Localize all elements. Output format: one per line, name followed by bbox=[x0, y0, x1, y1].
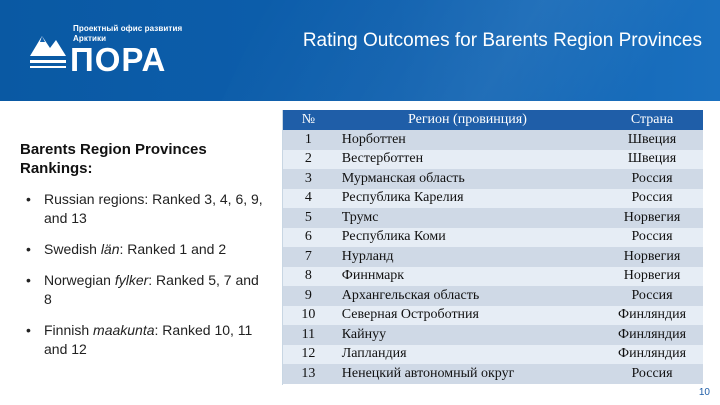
table-row: 2 Вестерботтен Швеция bbox=[283, 149, 703, 169]
cell-country: Норвегия bbox=[601, 247, 703, 267]
bullet-term: län bbox=[100, 241, 120, 257]
bullet-dot: • bbox=[26, 241, 31, 257]
cell-rank: 3 bbox=[283, 169, 334, 189]
bullet-item: • Swedish län: Ranked 1 and 2 bbox=[20, 240, 270, 259]
cell-region: Мурманская область bbox=[333, 169, 602, 189]
table-row: 4 Республика Карелия Россия bbox=[283, 188, 703, 208]
cell-region: Финнмарк bbox=[333, 266, 602, 286]
cell-region: Нурланд bbox=[333, 247, 602, 267]
bullet-item: • Finnish maakunta: Ranked 10, 11 and 12 bbox=[20, 321, 270, 359]
header-banner: Проектный офис развития Арктики ПОРА Rat… bbox=[0, 0, 720, 101]
cell-country: Финляндия bbox=[601, 344, 703, 364]
cell-country: Россия bbox=[601, 169, 703, 189]
bullet-dot: • bbox=[26, 191, 31, 207]
cell-region: Архангельская область bbox=[333, 286, 602, 306]
table-row: 11 Кайнуу Финляндия bbox=[283, 325, 703, 345]
bullet-text: Norwegian bbox=[44, 272, 115, 288]
cell-region: Северная Остроботния bbox=[333, 305, 602, 325]
bullet-text: Russian regions: Ranked 3, 4, 6, 9, and … bbox=[44, 191, 263, 226]
cell-country: Норвегия bbox=[601, 266, 703, 286]
cell-region: Республика Коми bbox=[333, 227, 602, 247]
cell-region: Лапландия bbox=[333, 344, 602, 364]
table-row: 13 Ненецкий автономный округ Россия bbox=[283, 364, 703, 384]
table-row: 9 Архангельская область Россия bbox=[283, 286, 703, 306]
summary-heading: Barents Region Provinces Rankings: bbox=[20, 141, 207, 177]
cell-rank: 1 bbox=[283, 130, 334, 150]
table-row: 3 Мурманская область Россия bbox=[283, 169, 703, 189]
cell-country: Россия bbox=[601, 188, 703, 208]
column-header-region: Регион (провинция) bbox=[333, 110, 602, 130]
bullet-text-rest: : Ranked 10, 11 and 12 bbox=[44, 322, 253, 357]
bullet-dot: • bbox=[26, 322, 31, 338]
table-row: 1 Норботтен Швеция bbox=[283, 130, 703, 150]
logo-subtitle: Проектный офис развития Арктики bbox=[73, 24, 183, 43]
cell-rank: 9 bbox=[283, 286, 334, 306]
logo-name: ПОРА bbox=[70, 41, 167, 78]
bullet-text-rest: : Ranked 5, 7 and 8 bbox=[44, 272, 259, 307]
cell-rank: 11 bbox=[283, 325, 334, 345]
bullet-list: • Russian regions: Ranked 3, 4, 6, 9, and… bbox=[20, 190, 270, 359]
cell-region: Трумс bbox=[333, 208, 602, 228]
rankings-table-container: № Регион (провинция) Страна 1 Норботтен Шв… bbox=[282, 110, 703, 385]
rankings-summary: Barents Region Provinces Rankings: • Russ… bbox=[20, 140, 270, 371]
table-body: 1 Норботтен Швеция 2 Вестерботтен Швеция 3 Мурм… bbox=[283, 130, 703, 384]
table-row: 5 Трумс Норвегия bbox=[283, 208, 703, 228]
column-header-number: № bbox=[283, 110, 334, 130]
bullet-item: • Norwegian fylker: Ranked 5, 7 and 8 bbox=[20, 271, 270, 309]
cell-rank: 4 bbox=[283, 188, 334, 208]
cell-rank: 5 bbox=[283, 208, 334, 228]
table-header-row: № Регион (провинция) Страна bbox=[283, 110, 703, 130]
table-row: 8 Финнмарк Норвегия bbox=[283, 266, 703, 286]
bullet-item: • Russian regions: Ranked 3, 4, 6, 9, and… bbox=[20, 190, 270, 228]
rankings-table: № Регион (провинция) Страна 1 Норботтен Шв… bbox=[283, 110, 703, 384]
cell-region: Кайнуу bbox=[333, 325, 602, 345]
bullet-text: Swedish bbox=[44, 241, 101, 257]
cell-country: Финляндия bbox=[601, 325, 703, 345]
column-header-country: Страна bbox=[601, 110, 703, 130]
cell-country: Швеция bbox=[601, 149, 703, 169]
bullet-dot: • bbox=[26, 272, 31, 288]
cell-rank: 6 bbox=[283, 227, 334, 247]
cell-region: Вестерботтен bbox=[333, 149, 602, 169]
cell-rank: 7 bbox=[283, 247, 334, 267]
cell-country: Швеция bbox=[601, 130, 703, 150]
logo: Проектный офис развития Арктики ПОРА bbox=[30, 24, 190, 84]
bullet-term: fylker bbox=[114, 272, 149, 288]
cell-rank: 2 bbox=[283, 149, 334, 169]
cell-rank: 10 bbox=[283, 305, 334, 325]
cell-country: Россия bbox=[601, 364, 703, 384]
page-number: 10 bbox=[698, 387, 710, 398]
cell-region: Ненецкий автономный округ bbox=[333, 364, 602, 384]
cell-country: Россия bbox=[601, 227, 703, 247]
cell-country: Россия bbox=[601, 286, 703, 306]
cell-region: Республика Карелия bbox=[333, 188, 602, 208]
page-title: Rating Outcomes for Barents Region Provi… bbox=[302, 30, 702, 51]
table-row: 6 Республика Коми Россия bbox=[283, 227, 703, 247]
cell-rank: 12 bbox=[283, 344, 334, 364]
cell-region: Норботтен bbox=[333, 130, 602, 150]
table-row: 7 Нурланд Норвегия bbox=[283, 247, 703, 267]
cell-country: Норвегия bbox=[601, 208, 703, 228]
cell-rank: 8 bbox=[283, 266, 334, 286]
cell-rank: 13 bbox=[283, 364, 334, 384]
table-row: 10 Северная Остроботния Финляндия bbox=[283, 305, 703, 325]
cell-country: Финляндия bbox=[601, 305, 703, 325]
table-row: 12 Лапландия Финляндия bbox=[283, 344, 703, 364]
bullet-term: maakunta bbox=[93, 322, 155, 338]
bullet-text: Finnish bbox=[44, 322, 94, 338]
bullet-text-rest: : Ranked 1 and 2 bbox=[119, 241, 227, 257]
mountain-logo-icon bbox=[30, 36, 66, 68]
